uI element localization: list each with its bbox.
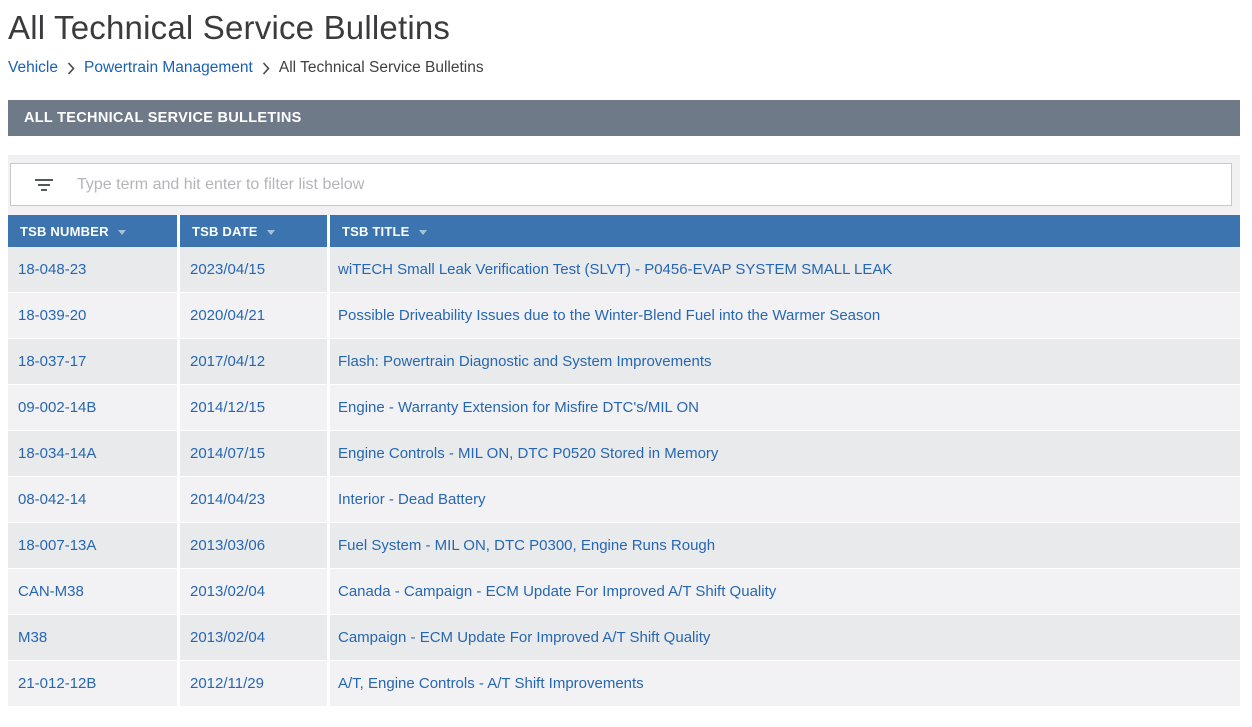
- column-header-tsb-title[interactable]: TSB TITLE: [330, 215, 1240, 247]
- table-row: 08-042-14 2014/04/23 Interior - Dead Bat…: [8, 477, 1240, 523]
- tsb-title-link[interactable]: A/T, Engine Controls - A/T Shift Improve…: [330, 661, 1240, 706]
- breadcrumb-item-vehicle[interactable]: Vehicle: [8, 59, 58, 76]
- tsb-date-link[interactable]: 2014/04/23: [180, 477, 327, 522]
- tsb-number-link[interactable]: 21-012-12B: [8, 661, 177, 706]
- table-row: M38 2013/02/04 Campaign - ECM Update For…: [8, 615, 1240, 661]
- table-row: 09-002-14B 2014/12/15 Engine - Warranty …: [8, 385, 1240, 431]
- tsb-date-link[interactable]: 2017/04/12: [180, 339, 327, 384]
- chevron-right-icon: [262, 61, 270, 75]
- breadcrumb-item-current: All Technical Service Bulletins: [278, 59, 484, 76]
- filter-list-icon: [11, 178, 77, 191]
- filter-box: [10, 163, 1232, 206]
- tsb-number-link[interactable]: CAN-M38: [8, 569, 177, 614]
- tsb-title-link[interactable]: wiTECH Small Leak Verification Test (SLV…: [330, 247, 1240, 292]
- tsb-title-link[interactable]: Engine - Warranty Extension for Misfire …: [330, 385, 1240, 430]
- tsb-table: TSB NUMBER TSB DATE TSB TITLE 18-048-23 …: [8, 215, 1240, 707]
- table-row: 18-048-23 2023/04/15 wiTECH Small Leak V…: [8, 247, 1240, 293]
- sort-caret-icon: [418, 229, 427, 235]
- column-header-tsb-number[interactable]: TSB NUMBER: [8, 215, 177, 247]
- tsb-title-link[interactable]: Interior - Dead Battery: [330, 477, 1240, 522]
- tsb-number-link[interactable]: 18-048-23: [8, 247, 177, 292]
- table-row: 18-039-20 2020/04/21 Possible Driveabili…: [8, 293, 1240, 339]
- tsb-number-link[interactable]: 09-002-14B: [8, 385, 177, 430]
- tsb-number-link[interactable]: 18-007-13A: [8, 523, 177, 568]
- table-row: 21-012-12B 2012/11/29 A/T, Engine Contro…: [8, 661, 1240, 707]
- tsb-number-link[interactable]: 18-034-14A: [8, 431, 177, 476]
- tsb-title-link[interactable]: Campaign - ECM Update For Improved A/T S…: [330, 615, 1240, 660]
- table-row: CAN-M38 2013/02/04 Canada - Campaign - E…: [8, 569, 1240, 615]
- tsb-number-link[interactable]: 18-039-20: [8, 293, 177, 338]
- filter-input[interactable]: [77, 164, 1231, 205]
- tsb-date-link[interactable]: 2020/04/21: [180, 293, 327, 338]
- tsb-title-link[interactable]: Canada - Campaign - ECM Update For Impro…: [330, 569, 1240, 614]
- tsb-date-link[interactable]: 2014/07/15: [180, 431, 327, 476]
- tsb-date-link[interactable]: 2014/12/15: [180, 385, 327, 430]
- section-heading-bar: ALL TECHNICAL SERVICE BULLETINS: [8, 100, 1240, 136]
- tsb-number-link[interactable]: M38: [8, 615, 177, 660]
- column-header-tsb-date[interactable]: TSB DATE: [180, 215, 327, 247]
- sort-caret-icon: [266, 229, 275, 235]
- page-content: All Technical Service Bulletins Vehicle …: [8, 9, 1240, 707]
- tsb-date-link[interactable]: 2023/04/15: [180, 247, 327, 292]
- breadcrumb-item-powertrain-management[interactable]: Powertrain Management: [83, 59, 253, 76]
- table-row: 18-034-14A 2014/07/15 Engine Controls - …: [8, 431, 1240, 477]
- tsb-date-link[interactable]: 2013/03/06: [180, 523, 327, 568]
- tsb-date-link[interactable]: 2012/11/29: [180, 661, 327, 706]
- filter-panel: [8, 155, 1240, 215]
- tsb-title-link[interactable]: Engine Controls - MIL ON, DTC P0520 Stor…: [330, 431, 1240, 476]
- tsb-number-link[interactable]: 08-042-14: [8, 477, 177, 522]
- tsb-date-link[interactable]: 2013/02/04: [180, 569, 327, 614]
- sort-caret-icon: [117, 229, 126, 235]
- column-header-label: TSB DATE: [192, 223, 258, 239]
- table-body: 18-048-23 2023/04/15 wiTECH Small Leak V…: [8, 247, 1240, 707]
- tsb-title-link[interactable]: Flash: Powertrain Diagnostic and System …: [330, 339, 1240, 384]
- column-header-label: TSB TITLE: [342, 223, 410, 239]
- tsb-number-link[interactable]: 18-037-17: [8, 339, 177, 384]
- table-row: 18-037-17 2017/04/12 Flash: Powertrain D…: [8, 339, 1240, 385]
- column-header-label: TSB NUMBER: [20, 223, 109, 239]
- page-title: All Technical Service Bulletins: [8, 9, 451, 46]
- tsb-title-link[interactable]: Fuel System - MIL ON, DTC P0300, Engine …: [330, 523, 1240, 568]
- breadcrumb: Vehicle Powertrain Management All Techni…: [8, 58, 1240, 78]
- table-header-row: TSB NUMBER TSB DATE TSB TITLE: [8, 215, 1240, 247]
- tsb-title-link[interactable]: Possible Driveability Issues due to the …: [330, 293, 1240, 338]
- tsb-date-link[interactable]: 2013/02/04: [180, 615, 327, 660]
- table-row: 18-007-13A 2013/03/06 Fuel System - MIL …: [8, 523, 1240, 569]
- chevron-right-icon: [67, 61, 75, 75]
